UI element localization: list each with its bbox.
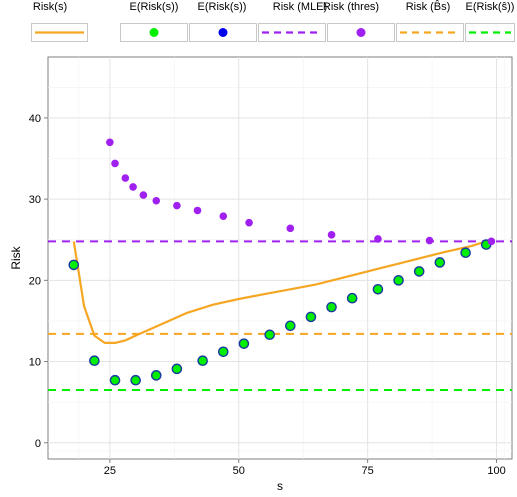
series-line-risk-s (72, 240, 487, 344)
expected-risk-point (434, 257, 446, 268)
y-tick-label: 40 (29, 113, 41, 125)
thres-point (139, 191, 148, 199)
plot-panel (47, 56, 513, 460)
legend-label: Risk (B̂s) (406, 0, 451, 13)
expected-risk-point (413, 266, 425, 277)
thres-point (327, 231, 336, 239)
thres-point (106, 138, 114, 147)
thres-point (286, 224, 295, 233)
expected-risk-point (130, 374, 141, 386)
expected-risk-point (171, 363, 183, 375)
thres-point (245, 218, 253, 227)
expected-risk-point (372, 283, 384, 295)
x-tick-label: 25 (104, 465, 116, 477)
expected-risk-point (217, 346, 229, 358)
y-tick-label: 0 (35, 438, 41, 450)
thres-point (121, 174, 130, 182)
legend-label: Risk (thres) (323, 1, 379, 13)
thres-point (487, 237, 496, 246)
legend-label: E(Risk(s)) (198, 1, 247, 13)
expected-risk-point (393, 275, 404, 286)
thres-point (173, 201, 181, 210)
x-tick-label: 50 (233, 465, 245, 477)
expected-risk-point (460, 247, 471, 259)
legend-label: Risk(s) (33, 1, 67, 13)
legend-label: E(Risk(ŝ)) (466, 1, 515, 13)
thres-point (374, 235, 382, 243)
legend-label: Risk (MLE) (273, 1, 327, 13)
x-axis-title: s (277, 479, 283, 493)
expected-risk-point (264, 329, 275, 341)
x-tick-label: 100 (487, 465, 505, 477)
expected-risk-point (109, 374, 121, 386)
legend-key-dot (149, 28, 159, 37)
legend-key-dot (218, 28, 228, 37)
y-tick-label: 20 (29, 275, 41, 287)
axes: 25 50 75 100 0 10 20 30 40 (29, 113, 506, 477)
x-tick-label: 75 (362, 465, 374, 477)
expected-risk-point (346, 292, 358, 304)
expected-risk-point (68, 259, 80, 271)
legend-key-dot (356, 28, 366, 37)
legend-key-box (465, 23, 515, 42)
y-tick-label: 30 (29, 194, 41, 206)
grid (48, 57, 512, 459)
chart-marks (48, 138, 512, 391)
thres-point (425, 236, 434, 245)
expected-risk-point (326, 301, 337, 313)
expected-risk-point (285, 320, 296, 332)
y-tick-label: 10 (29, 357, 41, 369)
thres-point (193, 206, 202, 215)
thres-point (111, 159, 119, 168)
expected-risk-point (150, 370, 162, 381)
legend-label: E(Risk(s)) (130, 1, 179, 13)
expected-risk-point (238, 338, 250, 349)
expected-risk-point (89, 355, 100, 367)
y-axis-title: Risk (9, 245, 23, 269)
thres-point (152, 196, 161, 205)
expected-risk-point (197, 355, 208, 367)
thres-point (219, 212, 228, 220)
legend: Risk(s) E(Risk(s)) E(Risk(s)) Risk (MLE)Ris… (31, 0, 515, 42)
expected-risk-point (305, 311, 317, 323)
thres-point (129, 183, 137, 191)
